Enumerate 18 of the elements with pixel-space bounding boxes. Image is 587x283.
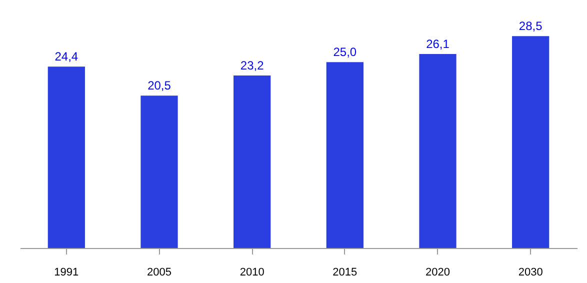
x-tick-label: 2010 <box>240 266 264 278</box>
x-tick-label: 2005 <box>147 266 172 278</box>
bar <box>512 36 550 248</box>
bar <box>419 54 456 248</box>
bar <box>48 66 85 248</box>
x-tick-label: 1991 <box>54 266 79 278</box>
data-label: 28,5 <box>518 19 543 34</box>
data-label: 23,2 <box>240 58 264 73</box>
data-label: 26,1 <box>426 36 450 51</box>
bar <box>326 62 364 248</box>
data-label: 20,5 <box>148 78 172 93</box>
x-tick-label: 2020 <box>426 266 450 278</box>
bar <box>234 76 271 248</box>
bar <box>140 96 178 248</box>
data-label: 25,0 <box>333 45 357 60</box>
x-tick-label: 2015 <box>332 266 358 278</box>
x-tick-label: 2030 <box>518 266 543 278</box>
data-label: 24,4 <box>54 50 78 64</box>
